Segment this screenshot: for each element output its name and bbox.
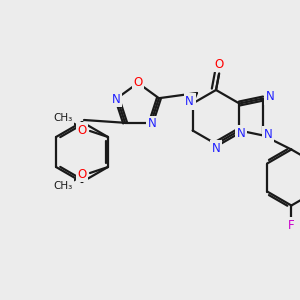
Text: N: N xyxy=(185,95,194,108)
Text: N: N xyxy=(266,90,275,103)
Text: O: O xyxy=(77,167,87,181)
Text: O: O xyxy=(214,58,224,70)
Text: CH₃: CH₃ xyxy=(53,113,73,123)
Text: N: N xyxy=(264,128,273,141)
Text: N: N xyxy=(237,127,246,140)
Text: CH₃: CH₃ xyxy=(53,181,73,191)
Text: N: N xyxy=(212,142,220,154)
Text: F: F xyxy=(288,219,295,232)
Text: O: O xyxy=(77,124,87,136)
Text: N: N xyxy=(148,117,156,130)
Text: N: N xyxy=(112,93,121,106)
Text: O: O xyxy=(134,76,142,89)
